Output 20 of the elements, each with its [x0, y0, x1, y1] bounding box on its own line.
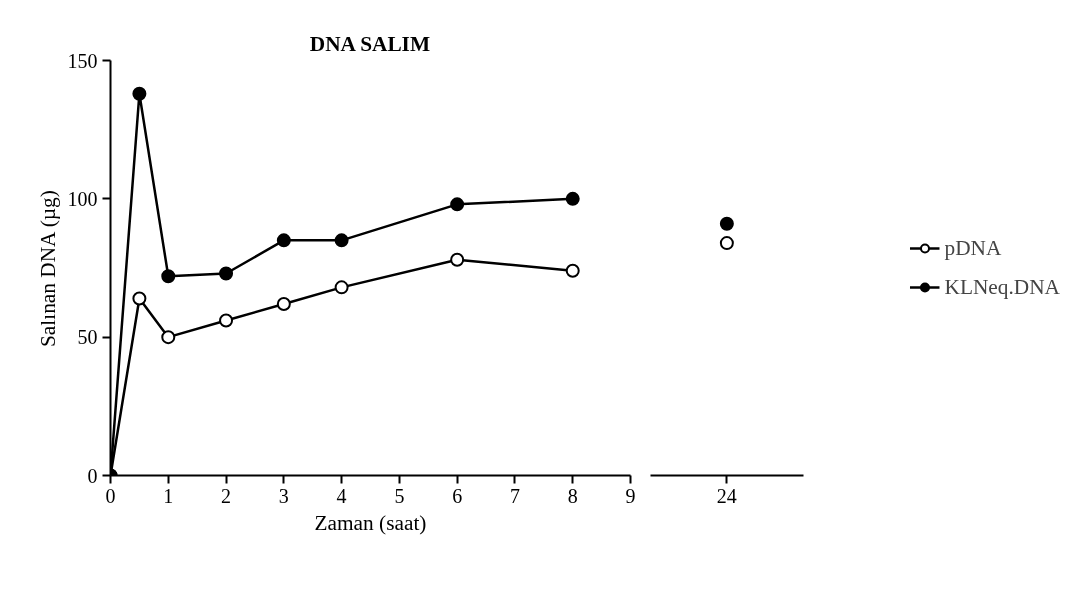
y-tick-label: 0	[87, 464, 98, 487]
y-tick-label: 150	[67, 49, 98, 72]
x-tick-label: 0	[105, 484, 116, 507]
x-tick-label: 1	[163, 484, 174, 507]
x-tick-label: 4	[336, 484, 347, 507]
x-tick-label: 24	[716, 484, 737, 507]
legend-label: KLNeq.DNA	[944, 274, 1060, 300]
x-tick-label: 2	[221, 484, 232, 507]
y-tick-label: 100	[67, 187, 98, 210]
x-tick-label: 3	[278, 484, 289, 507]
y-tick-label: 50	[77, 326, 98, 349]
x-tick-label: 8	[567, 484, 578, 507]
y-axis-title: Salınan DNA (µg)	[35, 190, 60, 347]
legend-label: pDNA	[944, 235, 1002, 261]
chart-title: DNA SALIM	[309, 31, 431, 56]
x-axis-title: Zaman (saat)	[314, 510, 427, 535]
x-tick-label: 7	[509, 484, 520, 507]
x-tick-label: 6	[452, 484, 463, 507]
x-tick-label: 5	[394, 484, 405, 507]
x-tick-label: 9	[625, 484, 636, 507]
